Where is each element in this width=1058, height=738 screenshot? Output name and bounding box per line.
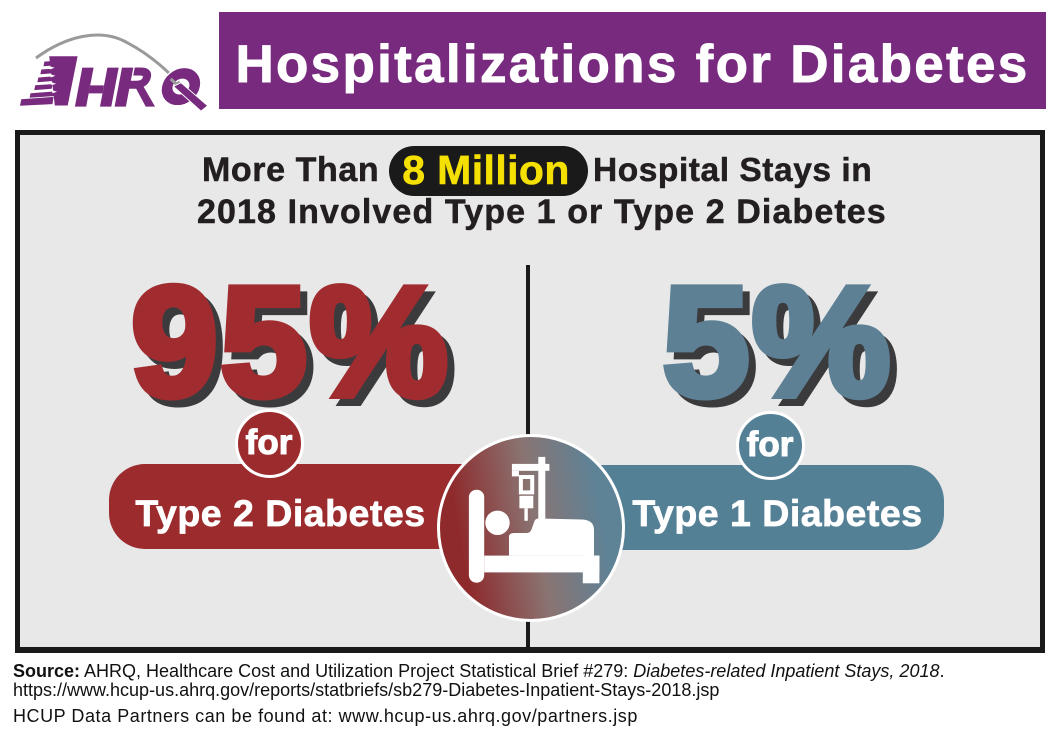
svg-text:5%: 5%	[670, 262, 900, 430]
svg-text:95%: 95%	[131, 255, 450, 428]
svg-text:95%: 95%	[138, 262, 457, 430]
svg-text:5%: 5%	[663, 255, 893, 428]
